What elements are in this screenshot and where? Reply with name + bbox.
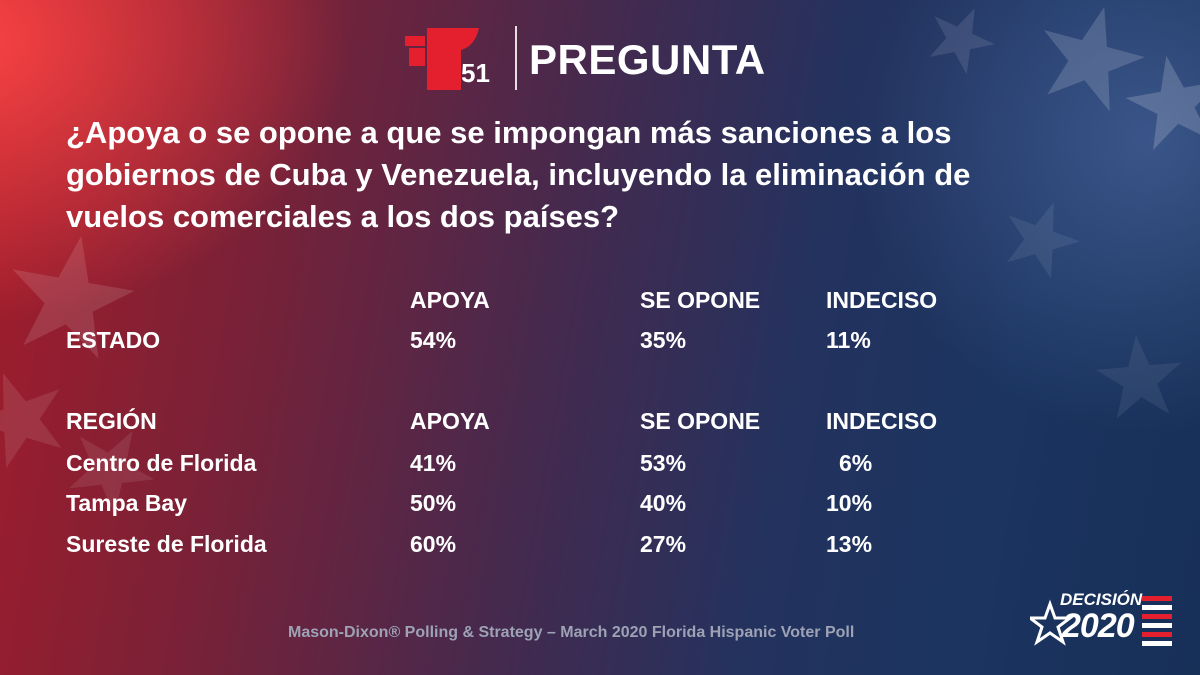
estado-indeciso-value: 11% [826,327,871,353]
page-title: PREGUNTA [529,36,766,83]
region-value: 27% [640,531,687,557]
region-row-label: Tampa Bay [66,490,188,516]
region-value: 13% [826,531,873,557]
region-column-header-se-opone: SE OPONE [640,408,761,434]
region-value: 53% [640,450,687,476]
column-header-indeciso: INDECISO [826,287,938,313]
region-column-header-indeciso: INDECISO [826,408,938,434]
region-value: 41% [410,450,457,476]
region-column-header-apoya: APOYA [410,408,490,434]
badge-year: 2020 [1062,607,1135,645]
flag-stripes-icon [1142,596,1172,646]
badge-graphic [1030,596,1172,646]
region-row-label: Sureste de Florida [66,531,267,557]
telemundo-t-icon [405,28,479,90]
estado-se-opone-value: 35% [640,327,687,353]
decision-2020-badge: DECISIÓN 2020 [1030,590,1180,652]
source-credit: Mason-Dixon® Polling & Strategy – March … [288,624,855,641]
channel-number: 51 [461,58,490,88]
badge-title: DECISIÓN [1060,590,1143,609]
star-icon [1030,599,1075,646]
column-header-apoya: APOYA [410,287,490,313]
region-value: 60% [410,531,457,557]
estado-apoya-value: 54% [410,327,457,353]
region-row-header: REGIÓN [66,408,157,434]
column-header-se-opone: SE OPONE [640,287,761,313]
header: 51 PREGUNTA [405,22,805,92]
region-value: 6% [839,450,873,476]
region-row-label: Centro de Florida [66,450,257,476]
row-label-estado: ESTADO [66,327,161,353]
region-value: 50% [410,490,457,516]
header-divider [515,26,517,90]
region-value: 10% [826,490,873,516]
question-text: ¿Apoya o se opone a que se impongan más … [66,115,971,234]
region-value: 40% [640,490,687,516]
